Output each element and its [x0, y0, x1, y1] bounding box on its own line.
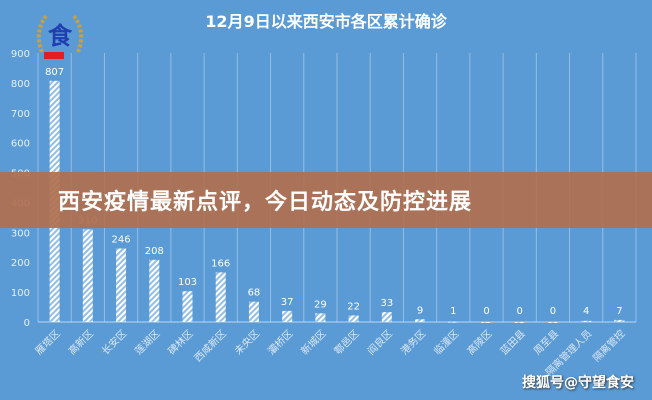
- data-label: 166: [211, 258, 230, 269]
- x-tick-label: 蓝田县: [498, 328, 528, 358]
- x-tick-label: 周至县: [531, 328, 561, 358]
- bar: [82, 229, 93, 322]
- data-label: 0: [550, 306, 556, 317]
- headline-banner: 西安疫情最新点评，今日动态及防控进展: [0, 172, 652, 228]
- bar: [514, 322, 525, 323]
- x-tick-label: 高新区: [66, 327, 96, 357]
- bar: [182, 291, 193, 322]
- bar: [116, 248, 127, 322]
- y-tick-label: 300: [11, 228, 30, 239]
- x-tick-label: 莲湖区: [133, 328, 163, 358]
- bar: [215, 272, 226, 322]
- data-label: 0: [517, 306, 523, 317]
- x-tick-label: 临潼区: [431, 327, 461, 357]
- y-tick-label: 700: [11, 109, 30, 120]
- data-label: 37: [281, 297, 294, 308]
- bar: [547, 322, 558, 323]
- data-label: 33: [380, 298, 393, 309]
- data-label: 68: [248, 288, 261, 299]
- x-tick-label: 港务区: [398, 327, 428, 357]
- bar: [282, 310, 293, 322]
- y-tick-label: 600: [11, 139, 30, 150]
- logo: 食: [36, 14, 84, 59]
- bar: [481, 322, 492, 323]
- bar: [448, 321, 459, 323]
- bar: [581, 320, 592, 322]
- data-label: 4: [583, 306, 589, 317]
- x-tick-label: 隔离管控: [590, 327, 627, 364]
- x-tick-label: 新城区: [298, 327, 328, 357]
- watermark: 搜狐号@守望食安: [522, 375, 634, 391]
- svg-text:食: 食: [48, 22, 73, 50]
- bar: [248, 301, 259, 322]
- x-tick-label: 未央区: [232, 327, 262, 357]
- y-tick-label: 0: [24, 318, 30, 329]
- bar: [348, 315, 359, 322]
- data-label: 807: [45, 67, 64, 78]
- y-tick-label: 100: [11, 288, 30, 299]
- x-tick-label: 雁塔区: [32, 327, 62, 357]
- data-label: 246: [112, 234, 131, 245]
- x-tick-label: 鄠邑区: [332, 328, 362, 358]
- data-label: 7: [616, 306, 622, 317]
- data-label: 29: [314, 299, 327, 310]
- y-tick-label: 800: [11, 79, 30, 90]
- bar: [315, 313, 326, 322]
- x-tick-label: 灞桥区: [266, 328, 296, 358]
- data-label: 9: [417, 305, 423, 316]
- y-tick-label: 900: [11, 49, 30, 60]
- headline-text: 西安疫情最新点评，今日动态及防控进展: [58, 190, 473, 215]
- data-label: 22: [347, 301, 360, 312]
- data-label: 1: [450, 306, 456, 317]
- chart-title: 12月9日以来西安市各区累计确诊: [205, 12, 447, 31]
- data-label: 0: [483, 306, 489, 317]
- x-tick-label: 西咸新区: [191, 327, 228, 364]
- x-tick-label: 碑林区: [165, 327, 195, 357]
- data-label: 103: [178, 277, 197, 288]
- x-tick-label: 阎良区: [365, 327, 395, 357]
- bar: [149, 259, 160, 322]
- bar: [415, 319, 426, 322]
- bar: [381, 312, 392, 322]
- data-label: 208: [145, 246, 164, 257]
- bar: [614, 319, 625, 322]
- x-tick-label: 长安区: [99, 327, 129, 357]
- x-tick-label: 高陵区: [464, 327, 494, 357]
- y-tick-label: 200: [11, 258, 30, 269]
